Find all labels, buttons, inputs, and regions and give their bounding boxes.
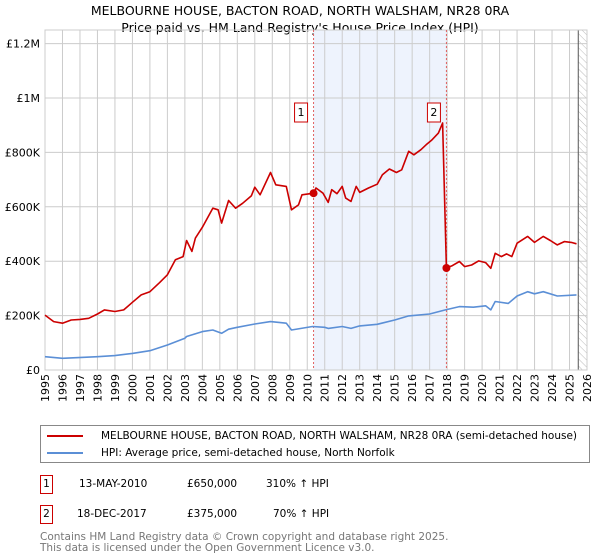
x-tick-label: 1995 — [39, 374, 52, 402]
y-tick-label: £200K — [5, 310, 41, 323]
sale-badge: 1 — [40, 475, 53, 494]
chart-title: MELBOURNE HOUSE, BACTON ROAD, NORTH WALS… — [90, 3, 510, 18]
legend-label: HPI: Average price, semi-detached house,… — [101, 447, 395, 459]
x-tick-label: 2023 — [529, 374, 542, 402]
x-tick-label: 2005 — [214, 374, 227, 402]
x-tick-label: 2026 — [581, 374, 594, 402]
footer-licence: This data is licensed under the Open Gov… — [40, 542, 375, 554]
legend-label: MELBOURNE HOUSE, BACTON ROAD, NORTH WALS… — [101, 430, 578, 442]
x-tick-label: 2006 — [231, 374, 244, 402]
sale-2-point — [442, 264, 451, 272]
x-tick-label: 2012 — [336, 374, 349, 402]
x-tick-label: 2022 — [511, 374, 524, 402]
future-hatch — [578, 30, 587, 370]
sale-1-badge — [294, 102, 309, 123]
x-tick-label: 2007 — [249, 374, 262, 402]
sale-price: £375,000 — [187, 508, 238, 520]
x-tick-label: 2019 — [459, 374, 472, 402]
sale-hpi: 310% ↑ HPI — [266, 478, 329, 490]
x-tick-label: 2024 — [546, 374, 559, 402]
legend-item-hpi: HPI: Average price, semi-detached house,… — [41, 445, 395, 461]
x-tick-label: 1997 — [74, 374, 87, 402]
legend-swatch-red — [47, 435, 83, 437]
x-tick-label: 2021 — [494, 374, 507, 402]
x-tick-label: 2002 — [161, 374, 174, 402]
sale-date: 18-DEC-2017 — [77, 508, 147, 520]
y-tick-label: £0 — [26, 364, 40, 377]
x-tick-label: 2014 — [371, 374, 384, 402]
sale-period-shading — [313, 30, 447, 370]
sale-2-badge — [426, 102, 441, 123]
x-tick-label: 2015 — [389, 374, 402, 402]
legend-swatch-blue — [47, 452, 83, 454]
x-tick-label: 2000 — [126, 374, 139, 402]
x-tick-label: 2025 — [564, 374, 577, 402]
x-tick-label: 2004 — [196, 374, 209, 402]
footer-copyright: Contains HM Land Registry data © Crown c… — [40, 531, 449, 543]
plot-area: 1995 1996 1997 1998 1999 2000 2001 2002 2003 2004… — [5, 29, 594, 402]
x-tick-label: 2008 — [266, 374, 279, 402]
sale-price: £650,000 — [187, 478, 238, 490]
x-tick-label: 2011 — [319, 374, 332, 402]
sale-2-badge-label: 2 — [430, 106, 437, 119]
legend: MELBOURNE HOUSE, BACTON ROAD, NORTH WALS… — [40, 425, 590, 463]
sale-row-1: 1 13-MAY-2010 £650,000 310% ↑ HPI — [40, 475, 600, 495]
sale-row-2: 2 18-DEC-2017 £375,000 70% ↑ HPI — [40, 505, 600, 525]
x-tick-label: 2016 — [406, 374, 419, 402]
y-tick-label: £400K — [5, 255, 41, 268]
hpi-series-line — [44, 290, 577, 360]
y-tick-label: £1.2M — [6, 38, 40, 51]
x-tick-label: 1998 — [91, 374, 104, 402]
legend-item-property: MELBOURNE HOUSE, BACTON ROAD, NORTH WALS… — [41, 428, 577, 444]
x-tick-label: 1996 — [56, 374, 69, 402]
x-tick-label: 1999 — [109, 374, 122, 402]
x-tick-label: 2009 — [284, 374, 297, 402]
x-tick-label: 2013 — [354, 374, 367, 402]
y-tick-label: £600K — [5, 201, 41, 214]
y-tick-label: £1M — [17, 92, 41, 105]
sale-date: 13-MAY-2010 — [79, 478, 148, 490]
x-tick-label: 2017 — [424, 374, 437, 402]
x-tick-label: 2018 — [441, 374, 454, 402]
property-series-line — [44, 122, 577, 324]
sale-hpi: 70% ↑ HPI — [273, 508, 330, 520]
x-tick-label: 2010 — [301, 374, 314, 402]
x-tick-label: 2020 — [476, 374, 489, 402]
plot-frame — [44, 29, 588, 371]
sale-1-badge-label: 1 — [298, 106, 305, 119]
sale-1-point — [309, 189, 318, 198]
sale-badge: 2 — [40, 505, 53, 524]
x-tick-label: 2001 — [144, 374, 157, 402]
y-tick-label: £800K — [5, 146, 41, 159]
x-tick-label: 2003 — [179, 374, 192, 402]
